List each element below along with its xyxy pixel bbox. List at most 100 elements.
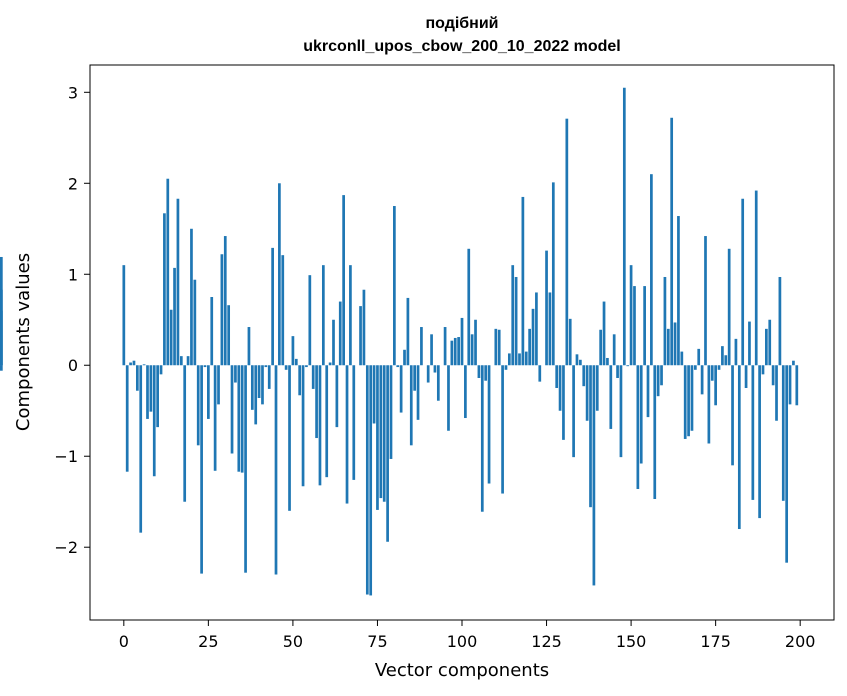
bar-17: [179, 356, 183, 366]
bar-71: [362, 289, 366, 366]
bar-49: [288, 365, 291, 511]
bar-143: [606, 357, 609, 366]
bar-75: [376, 365, 379, 510]
bar-70: [359, 306, 362, 366]
bar-100: [460, 317, 464, 366]
bar-117: [518, 353, 521, 366]
bar-171: [700, 365, 704, 395]
bar-125: [545, 250, 548, 366]
bar-146: [616, 365, 619, 378]
bar-40: [257, 365, 261, 398]
bar-167: [687, 365, 690, 437]
bar-46: [278, 183, 281, 366]
bar-53: [301, 365, 305, 487]
bar-111: [497, 329, 501, 366]
x-tick-label: 200: [785, 632, 816, 651]
bar-78: [386, 365, 389, 542]
bar-103: [470, 334, 474, 366]
y-tick-label: 0: [68, 356, 78, 375]
bar-12: [163, 213, 166, 366]
bar-139: [592, 365, 596, 586]
y-axis-label: Components values: [13, 253, 34, 431]
bar-166: [683, 365, 687, 439]
bar-153: [639, 365, 643, 464]
bar-191: [768, 319, 772, 366]
bar-14: [169, 309, 173, 366]
chart-title-line-1: подібний: [425, 15, 498, 32]
bar-187: [754, 190, 758, 366]
x-tick-label: 125: [531, 632, 562, 651]
bar-199: [795, 365, 799, 406]
bar-178: [724, 355, 728, 366]
bar-0: [122, 265, 126, 366]
bar-135: [579, 359, 582, 366]
bar-176: [717, 365, 721, 370]
bar-32: [230, 365, 234, 454]
bar-97: [450, 340, 454, 366]
x-axis-label: Vector components: [375, 660, 549, 681]
bar-41: [261, 365, 264, 405]
bar-2: [129, 362, 132, 366]
bar-159: [660, 365, 663, 386]
bar-21: [193, 279, 197, 366]
bar-156: [650, 174, 653, 366]
bar-151: [633, 286, 636, 366]
bar-96: [447, 365, 450, 431]
bar-92: [433, 365, 437, 373]
bar-119: [524, 351, 528, 366]
bar-47: [281, 255, 285, 366]
bar-192: [771, 365, 775, 386]
bar-189: [761, 365, 765, 375]
bar-147: [619, 365, 623, 458]
bar-133: [572, 365, 575, 458]
bar-116: [514, 276, 518, 366]
bar-8: [149, 365, 153, 412]
bar-104: [474, 319, 477, 366]
bar-102: [467, 248, 471, 366]
bar-145: [612, 334, 616, 366]
bar-1: [125, 365, 129, 472]
bar-128: [555, 365, 559, 388]
bar-34: [237, 365, 241, 472]
bar-161: [666, 328, 670, 366]
bar-11: [159, 365, 163, 375]
bar-48: [284, 365, 288, 370]
bar-99: [457, 337, 460, 366]
bar-183: [741, 198, 745, 366]
bar-81: [396, 365, 400, 368]
bar-196: [785, 365, 789, 563]
bar-82: [399, 365, 403, 413]
bar-72: [365, 365, 369, 595]
bar-142: [602, 301, 606, 366]
bar-197: [788, 365, 792, 405]
bar-87: [416, 365, 420, 420]
bar-130: [562, 365, 565, 440]
bar-series: [0, 87, 799, 596]
bar-198: [792, 360, 795, 366]
bar-31: [227, 305, 231, 366]
bar-121: [531, 308, 535, 366]
bar-158: [656, 365, 660, 397]
bar-51: [294, 358, 298, 366]
bar-36: [244, 365, 247, 573]
bar-30: [223, 236, 227, 366]
chart-title-line-2: ukrconll_upos_cbow_200_10_2022 model: [303, 38, 620, 55]
bar-95: [443, 327, 447, 366]
bar-181: [734, 338, 738, 366]
bar-33: [234, 365, 237, 383]
bar-54: [305, 365, 308, 368]
bar-26: [210, 297, 214, 366]
bar-107: [484, 365, 488, 381]
bar-155: [646, 365, 650, 418]
bar-63: [335, 365, 339, 428]
bar-140: [595, 365, 599, 411]
bar-3: [132, 360, 136, 366]
bar-194: [778, 276, 782, 366]
bar-60: [325, 365, 329, 478]
bar-141: [599, 329, 603, 366]
bar-129: [558, 365, 562, 411]
x-tick-label: 100: [447, 632, 478, 651]
bar-10: [156, 365, 159, 428]
